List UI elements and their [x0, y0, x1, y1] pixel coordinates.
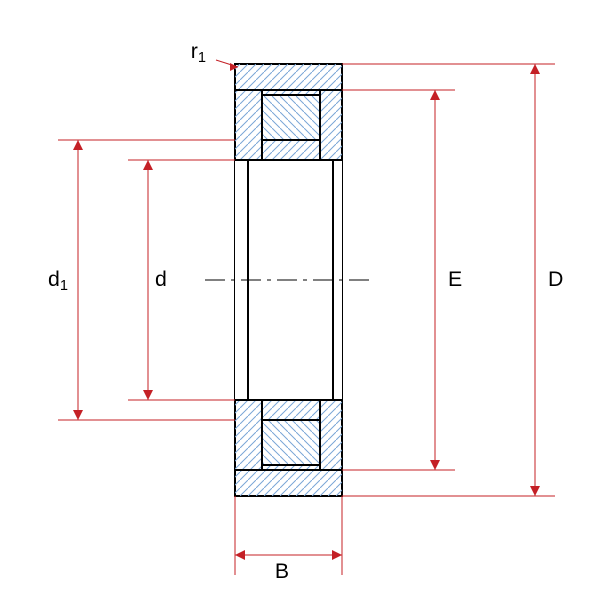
label-B: B: [275, 559, 289, 583]
outer-ring-top-hatch: [235, 64, 342, 90]
roller-bottom: [262, 420, 320, 465]
label-D: D: [548, 267, 563, 291]
label-d: d: [155, 267, 167, 291]
cage-top-under: [262, 140, 320, 160]
cage-top-left: [235, 90, 262, 160]
cage-bot-left: [235, 400, 262, 470]
cage-top-right: [320, 90, 342, 160]
roller-top: [262, 95, 320, 140]
cage-bot-right: [320, 400, 342, 470]
label-r1: r1: [191, 39, 206, 66]
label-d1: d1: [48, 267, 68, 294]
cage-bot-over: [262, 400, 320, 420]
outer-ring-bottom-hatch: [235, 470, 342, 496]
label-E: E: [448, 267, 462, 291]
